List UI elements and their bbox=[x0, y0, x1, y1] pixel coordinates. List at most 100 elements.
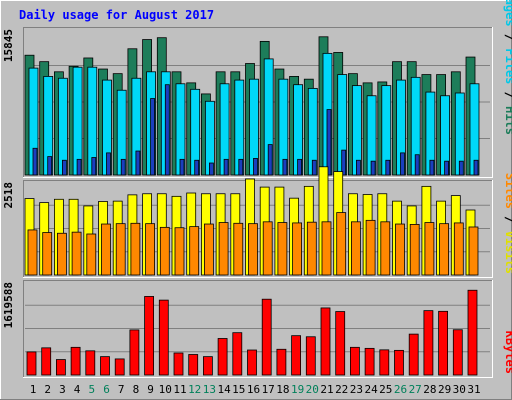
bar-sites bbox=[233, 222, 244, 276]
bar-pages bbox=[311, 159, 317, 176]
bar-kbytes bbox=[291, 335, 302, 376]
bar-pages bbox=[164, 84, 170, 176]
day-label: 31 bbox=[467, 383, 480, 396]
bar-kbytes bbox=[379, 349, 390, 376]
day-label: 14 bbox=[217, 383, 231, 396]
panel-kbytes: 1619588 bbox=[2, 280, 493, 378]
bar-sites bbox=[248, 223, 258, 276]
day-label: 11 bbox=[173, 383, 186, 396]
day-label: 18 bbox=[276, 383, 289, 396]
bar-sites bbox=[86, 233, 97, 276]
bar-sites bbox=[101, 223, 111, 276]
chart-title: Daily usage for August 2017 bbox=[19, 8, 214, 22]
bar-kbytes bbox=[247, 349, 257, 376]
bar-sites bbox=[336, 212, 347, 276]
bar-pages bbox=[400, 152, 405, 176]
legend-files-label: Files bbox=[503, 48, 512, 84]
bar-pages bbox=[370, 160, 376, 176]
bar-sites bbox=[262, 221, 273, 276]
bar-sites bbox=[409, 224, 420, 276]
bar-pages bbox=[223, 158, 229, 176]
bar-kbytes bbox=[394, 349, 404, 376]
bar-sites bbox=[365, 219, 376, 276]
bar-pages bbox=[135, 150, 141, 176]
bar-pages bbox=[297, 158, 303, 176]
legend-pages-label: Pages bbox=[503, 0, 512, 27]
bar-pages bbox=[47, 156, 53, 176]
bar-sites bbox=[306, 221, 317, 276]
bar-sites bbox=[321, 221, 332, 276]
day-label: 24 bbox=[364, 383, 378, 396]
day-label: 13 bbox=[203, 383, 216, 396]
bar-kbytes bbox=[217, 338, 228, 376]
legend-visits-label: Visits bbox=[503, 231, 512, 274]
bar-sites bbox=[189, 226, 200, 276]
legend-kbytes-label: KBytes bbox=[503, 331, 512, 374]
bar-pages bbox=[76, 158, 82, 176]
bar-kbytes bbox=[129, 329, 140, 376]
day-label: 4 bbox=[74, 383, 81, 396]
bar-pages bbox=[179, 158, 185, 176]
bar-sites bbox=[292, 222, 303, 276]
series-kbytes bbox=[26, 289, 478, 376]
series-sites bbox=[27, 212, 479, 276]
day-label: 7 bbox=[118, 383, 125, 396]
bar-sites bbox=[424, 222, 435, 276]
bar-kbytes bbox=[349, 346, 360, 376]
bar-pages bbox=[120, 158, 126, 176]
bar-kbytes bbox=[335, 311, 346, 376]
day-label: 28 bbox=[423, 383, 436, 396]
bar-sites bbox=[42, 232, 53, 276]
day-label: 25 bbox=[379, 383, 392, 396]
bar-kbytes bbox=[261, 298, 272, 376]
bar-pages bbox=[194, 159, 200, 176]
day-label: 22 bbox=[335, 383, 348, 396]
svg-text:KBytes: KBytes bbox=[503, 331, 512, 374]
bar-sites bbox=[159, 226, 170, 276]
bar-kbytes bbox=[173, 352, 184, 376]
x-axis-day-labels: 1 2 3 4 5 6 7 8 9 10 11 12 13 14 15 16 17 18 19 20 21 22 23 24 2… bbox=[30, 383, 481, 396]
legend-sites-label: Sites bbox=[503, 173, 512, 209]
bar-pages bbox=[473, 159, 479, 176]
bar-pages bbox=[208, 162, 214, 176]
bar-sites bbox=[395, 223, 405, 276]
bar-sites bbox=[350, 221, 361, 276]
max-value-label: 2518 bbox=[2, 182, 15, 209]
max-value-label: 15845 bbox=[2, 29, 15, 62]
bar-sites bbox=[380, 221, 391, 276]
bar-kbytes bbox=[158, 299, 169, 376]
bar-sites bbox=[203, 223, 214, 276]
day-label: 9 bbox=[147, 383, 154, 396]
bar-files bbox=[72, 66, 83, 176]
bar-sites bbox=[57, 232, 67, 276]
legend-hits-files-pages: Pages / Files / Hits bbox=[503, 0, 512, 135]
bar-kbytes bbox=[114, 358, 125, 376]
bar-pages bbox=[62, 159, 67, 176]
bar-pages bbox=[267, 144, 273, 176]
legend-separator: / bbox=[503, 209, 512, 231]
svg-text:Sites / Visits: Sites / Visits bbox=[503, 173, 512, 274]
day-label: 12 bbox=[188, 383, 201, 396]
bar-kbytes bbox=[144, 296, 155, 376]
bar-kbytes bbox=[276, 348, 287, 376]
bar-pages bbox=[238, 158, 244, 176]
panel-hits-files-pages: 15845 bbox=[2, 27, 493, 178]
bar-kbytes bbox=[467, 289, 478, 376]
legend-kbytes: KBytes bbox=[503, 331, 512, 374]
bar-pages bbox=[91, 157, 97, 176]
bar-sites bbox=[439, 223, 450, 276]
bar-kbytes bbox=[26, 351, 37, 376]
series-files bbox=[28, 52, 480, 176]
day-label: 15 bbox=[232, 383, 245, 396]
legend-separator: / bbox=[503, 84, 512, 106]
svg-text:Pages / Files / Hits: Pages / Files / Hits bbox=[503, 0, 512, 135]
bar-pages bbox=[355, 159, 361, 176]
max-value-label: 1619588 bbox=[2, 282, 15, 328]
bar-pages bbox=[458, 160, 464, 176]
day-label: 20 bbox=[306, 383, 319, 396]
bar-pages bbox=[282, 158, 288, 176]
day-label: 6 bbox=[103, 383, 110, 396]
day-label: 16 bbox=[247, 383, 260, 396]
chart-panels: 15845 2518 1619588 bbox=[2, 27, 493, 378]
bar-kbytes bbox=[364, 347, 375, 376]
